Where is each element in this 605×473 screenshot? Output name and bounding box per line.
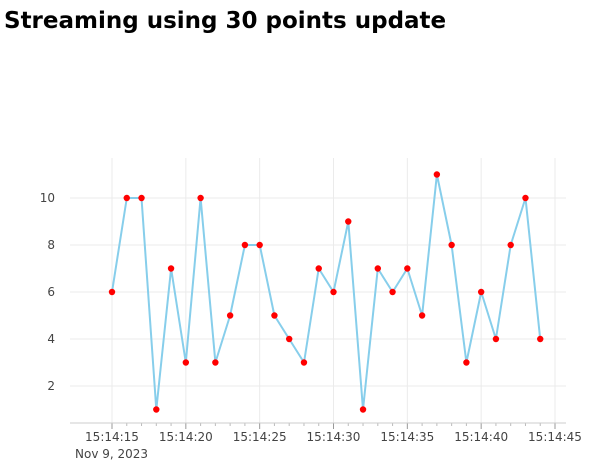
x-tick-label: 15:14:45 — [528, 430, 582, 444]
data-point — [477, 288, 485, 296]
data-point — [123, 194, 130, 202]
y-tick-label: 6 — [47, 285, 55, 299]
data-point — [182, 359, 190, 366]
chart-title: Streaming using 30 points update — [4, 8, 447, 34]
x-tick-label: 15:14:25 — [233, 430, 287, 444]
data-point — [108, 288, 116, 296]
x-tick-label: 15:14:20 — [159, 430, 213, 444]
data-point — [433, 171, 441, 178]
y-tick-label: 4 — [47, 332, 55, 346]
data-point — [300, 359, 308, 366]
data-point — [226, 312, 234, 319]
data-point — [463, 359, 470, 366]
data-point — [315, 265, 322, 272]
x-tick-label: 15:14:35 — [380, 430, 434, 444]
y-tick-label: 10 — [40, 191, 55, 205]
data-point — [389, 288, 396, 296]
data-point — [212, 359, 219, 366]
x-date-label: Nov 9, 2023 — [75, 447, 148, 461]
data-point — [167, 265, 175, 272]
data-point — [374, 265, 381, 272]
data-point — [138, 194, 145, 202]
data-point — [153, 406, 160, 413]
x-tick-label: 15:14:15 — [85, 430, 139, 444]
data-point — [286, 335, 293, 343]
data-point — [345, 218, 352, 225]
series-marker-layer — [108, 171, 544, 413]
data-point — [537, 335, 544, 343]
y-tick-label: 2 — [47, 379, 55, 393]
data-point — [359, 406, 367, 413]
x-tick-label: 15:14:40 — [454, 430, 508, 444]
data-point — [404, 265, 411, 272]
data-point — [271, 312, 278, 319]
data-point — [418, 312, 426, 319]
data-point — [256, 241, 263, 249]
data-point — [492, 335, 500, 343]
y-tick-label: 8 — [47, 238, 55, 252]
data-point — [330, 288, 337, 296]
series-line-layer — [111, 173, 542, 411]
data-point — [507, 241, 514, 249]
data-point — [197, 194, 204, 202]
data-point — [241, 241, 249, 249]
data-point — [522, 194, 529, 202]
data-point — [448, 241, 455, 249]
series-line — [111, 173, 542, 411]
axis-layer: 2 4 6 8 10 15:14:15 15:14:20 15:14:25 15:14:30 15… — [40, 191, 582, 461]
x-tick-label: 15:14:30 — [307, 430, 361, 444]
